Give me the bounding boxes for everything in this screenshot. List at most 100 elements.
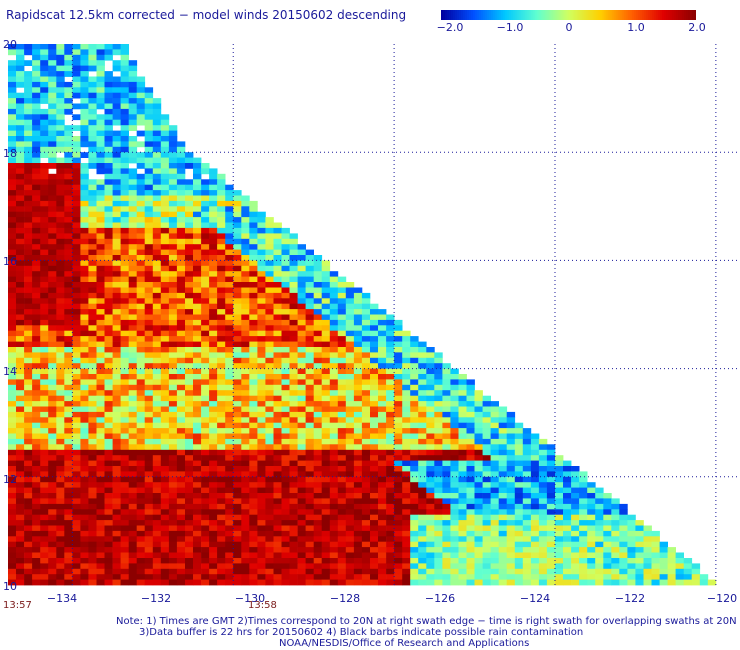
swath-cell [128, 227, 138, 234]
swath-cell [112, 347, 121, 353]
swath-cell [313, 417, 323, 424]
swath-cell [32, 498, 41, 505]
swath-cell [136, 347, 146, 353]
swath-cell [136, 503, 146, 510]
swath-cell [289, 536, 298, 543]
swath-cell [249, 271, 258, 277]
swath-cell [201, 558, 210, 564]
swath-cell [225, 455, 234, 461]
swath-cell [8, 384, 17, 391]
swath-cell [458, 503, 467, 510]
swath-cell [144, 395, 154, 402]
swath-cell [88, 460, 97, 467]
swath-cell [201, 222, 210, 229]
swath-cell [289, 417, 298, 424]
colorbar-step [538, 10, 542, 20]
swath-cell [16, 460, 25, 467]
swath-cell [8, 173, 17, 180]
swath-cell [305, 563, 314, 570]
swath-cell [96, 249, 105, 256]
swath-cell [410, 536, 419, 543]
swath-cell [48, 125, 57, 131]
swath-cell [112, 217, 121, 223]
swath-cell [587, 498, 596, 505]
swath-cell [56, 374, 65, 380]
swath-cell [40, 244, 49, 250]
swath-cell [329, 276, 339, 283]
swath-cell [144, 411, 154, 418]
colorbar-step [606, 10, 609, 20]
swath-cell [361, 395, 371, 402]
swath-cell [160, 179, 170, 186]
swath-cell [48, 152, 57, 158]
swath-cell [24, 368, 33, 375]
swath-cell [514, 460, 524, 467]
swath-cell [32, 319, 41, 326]
swath-cell [394, 503, 403, 510]
swath-cell [112, 195, 121, 202]
swath-cell [112, 417, 121, 424]
swath-cell [490, 536, 499, 543]
swath-cell [144, 433, 154, 440]
swath-cell [136, 222, 146, 229]
swath-cell [72, 417, 81, 424]
swath-cell [160, 136, 170, 142]
swath-cell [112, 130, 121, 137]
swath-cell [241, 401, 250, 407]
swath-cell [490, 460, 499, 467]
swath-cell [72, 298, 81, 305]
swath-cell [64, 81, 73, 88]
swath-cell [305, 406, 314, 413]
swath-cell [305, 493, 314, 499]
swath-cell [88, 336, 97, 342]
swath-cell [40, 98, 49, 104]
swath-cell [56, 200, 65, 207]
swath-cell [16, 390, 25, 396]
swath-cell [193, 433, 202, 440]
swath-cell [217, 541, 226, 548]
swath-cell [185, 217, 194, 223]
swath-cell [72, 195, 81, 202]
swath-cell [193, 157, 202, 164]
swath-cell [112, 444, 121, 451]
swath-cell [370, 401, 379, 407]
swath-cell [88, 547, 97, 553]
swath-cell [410, 460, 419, 467]
swath-cell [128, 568, 138, 575]
swath-cell [16, 119, 25, 126]
swath-cell [193, 265, 202, 272]
swath-cell [96, 282, 105, 288]
swath-cell [474, 417, 483, 424]
swath-cell [72, 374, 81, 380]
swath-cell [281, 460, 290, 467]
swath-cell [410, 568, 419, 575]
swath-cell [651, 574, 660, 580]
swath-cell [257, 271, 266, 277]
swath-cell [305, 249, 314, 256]
swath-cell [112, 227, 121, 234]
swath-cell [136, 244, 146, 250]
swath-cell [434, 574, 443, 580]
swath-cell [24, 76, 33, 83]
swath-cell [32, 81, 41, 88]
swath-cell [16, 536, 25, 543]
swath-cell [120, 314, 129, 321]
swath-cell [514, 558, 524, 564]
swath-cell [48, 428, 57, 434]
swath-cell [345, 417, 355, 424]
swath-cell [88, 319, 97, 326]
swath-cell [321, 260, 331, 267]
swath-cell [40, 536, 49, 543]
swath-cell [442, 482, 451, 488]
swath-cell [185, 390, 194, 396]
swath-cell [96, 309, 105, 315]
swath-cell [201, 547, 210, 553]
swath-cell [361, 438, 371, 445]
swath-cell [611, 514, 620, 521]
swath-cell [337, 574, 347, 580]
y-tick-label: 14 [3, 365, 17, 378]
swath-cell [555, 493, 564, 499]
swath-cell [281, 487, 290, 494]
swath-cell [313, 363, 323, 369]
swath-cell [394, 406, 403, 413]
